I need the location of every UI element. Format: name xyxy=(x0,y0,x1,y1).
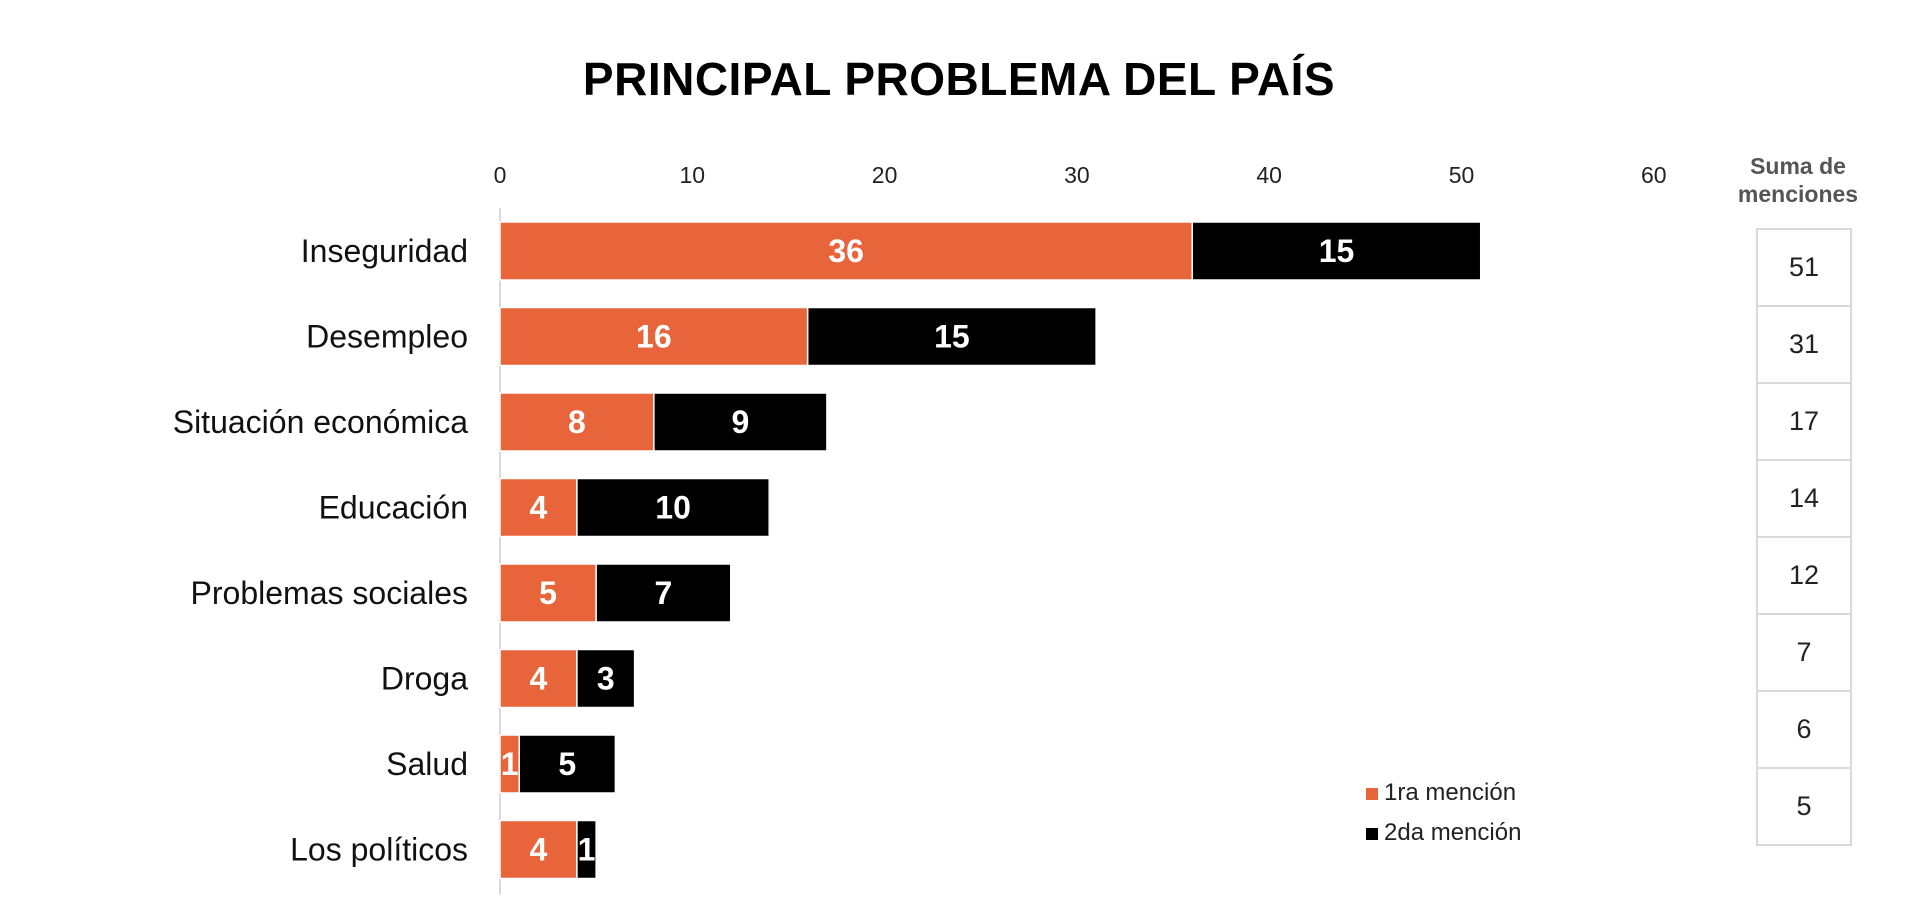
category-label: Situación económica xyxy=(173,404,468,440)
bar-value-label: 1 xyxy=(501,746,519,782)
bar-segment xyxy=(499,221,1194,281)
bar-segment xyxy=(806,306,1097,367)
category-label: Problemas sociales xyxy=(191,575,468,611)
category-label: Salud xyxy=(386,746,468,782)
x-tick-label: 20 xyxy=(872,162,898,188)
x-tick-label: 40 xyxy=(1256,162,1282,188)
legend-swatch xyxy=(1366,828,1378,840)
x-tick-label: 10 xyxy=(680,162,706,188)
totals-row: 17 xyxy=(1756,382,1852,461)
x-tick-label: 30 xyxy=(1064,162,1090,188)
bar-segment xyxy=(576,648,636,709)
total-value: 5 xyxy=(1756,767,1852,846)
totals-table: 51 31 17 14 12 7 6 5 xyxy=(1756,228,1852,846)
bar-segment xyxy=(499,306,809,367)
category-labels: Inseguridad Desempleo Situación económica E… xyxy=(173,233,468,868)
x-tick-label: 0 xyxy=(494,162,507,188)
bar-segment xyxy=(576,477,770,538)
bar-value-label: 4 xyxy=(530,490,548,526)
bar-segment xyxy=(576,819,597,880)
totals-header: Suma de menciones xyxy=(1737,153,1859,207)
bar-segment xyxy=(499,819,578,880)
totals-row: 51 xyxy=(1756,228,1852,307)
totals-row: 5 xyxy=(1756,767,1852,846)
bar-value-label: 3 xyxy=(597,661,615,697)
total-value: 31 xyxy=(1756,305,1852,384)
bar-value-label: 5 xyxy=(539,575,557,611)
category-label: Inseguridad xyxy=(301,233,468,269)
bar-segment xyxy=(1191,221,1482,281)
bar-value-label: 16 xyxy=(636,319,672,355)
totals-row: 12 xyxy=(1756,536,1852,615)
totals-row: 14 xyxy=(1756,459,1852,538)
x-tick-label: 60 xyxy=(1641,162,1667,188)
bar-value-label: 1 xyxy=(578,832,596,868)
total-value: 14 xyxy=(1756,459,1852,538)
bar-value-label: 36 xyxy=(828,233,864,269)
bar-value-label: 8 xyxy=(568,404,586,440)
totals-row: 7 xyxy=(1756,613,1852,692)
bar-value-label: 15 xyxy=(934,319,970,355)
bar-segment xyxy=(499,648,578,709)
bar-segment xyxy=(499,392,655,452)
category-label: Desempleo xyxy=(306,319,468,355)
total-value: 7 xyxy=(1756,613,1852,692)
totals-row: 6 xyxy=(1756,690,1852,769)
chart-title: PRINCIPAL PROBLEMA DEL PAÍS xyxy=(582,53,1336,105)
legend-label: 2da mención xyxy=(1384,819,1521,846)
legend-swatch xyxy=(1366,788,1378,800)
bar-segment xyxy=(499,563,597,623)
bar-segment xyxy=(653,392,828,452)
totals-row: 31 xyxy=(1756,305,1852,384)
total-value: 17 xyxy=(1756,382,1852,461)
bar-segment xyxy=(518,734,617,794)
total-value: 12 xyxy=(1756,536,1852,615)
bar-value-label: 9 xyxy=(731,404,749,440)
bar-value-label: 5 xyxy=(558,746,576,782)
total-value: 6 xyxy=(1756,690,1852,769)
category-label: Los políticos xyxy=(290,832,468,868)
bar-segment xyxy=(595,563,732,623)
bar-segment xyxy=(499,477,578,538)
category-label: Droga xyxy=(381,661,468,697)
bar-value-label: 15 xyxy=(1319,233,1355,269)
legend: 1ra mención 2da mención xyxy=(1366,779,1521,846)
legend-label: 1ra mención xyxy=(1384,779,1516,806)
bar-value-label: 4 xyxy=(530,832,548,868)
category-label: Educación xyxy=(319,490,468,526)
bar-value-label: 4 xyxy=(530,661,548,697)
bar-value-label: 10 xyxy=(655,490,691,526)
x-tick-label: 50 xyxy=(1449,162,1475,188)
bar-value-label: 7 xyxy=(655,575,673,611)
total-value: 51 xyxy=(1756,228,1852,307)
